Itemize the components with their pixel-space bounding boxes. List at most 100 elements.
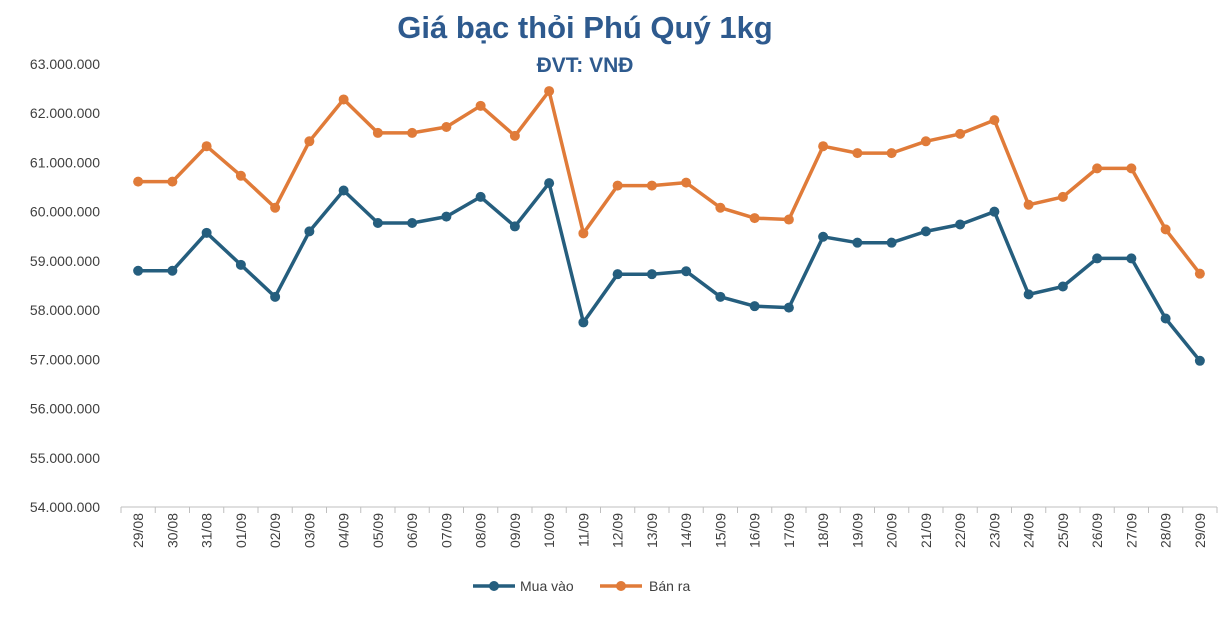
data-point — [955, 128, 966, 139]
data-point — [749, 301, 760, 312]
x-tick-label: 23/09 — [986, 513, 1002, 548]
x-tick-label: 22/09 — [952, 513, 968, 548]
y-tick-label: 58.000.000 — [30, 302, 100, 318]
chart-subtitle: ĐVT: VNĐ — [536, 54, 634, 77]
x-tick-label: 11/09 — [575, 513, 591, 547]
x-tick-label: 19/09 — [849, 513, 865, 548]
data-point — [783, 302, 794, 313]
data-point — [304, 226, 315, 237]
data-point — [372, 217, 383, 228]
data-point — [612, 180, 623, 191]
data-point — [578, 317, 589, 328]
data-point — [920, 226, 931, 237]
data-point — [1023, 289, 1034, 300]
x-tick-label: 29/08 — [130, 513, 146, 548]
y-tick-label: 56.000.000 — [30, 401, 100, 417]
legend-label: Bán ra — [649, 578, 690, 594]
data-point — [544, 178, 555, 189]
data-point — [1126, 253, 1137, 264]
y-tick-label: 61.000.000 — [30, 154, 100, 170]
data-point — [338, 94, 349, 105]
x-tick-label: 16/09 — [747, 513, 763, 548]
data-point — [989, 115, 1000, 126]
data-point — [167, 265, 178, 276]
y-tick-label: 60.000.000 — [30, 204, 100, 220]
x-tick-label: 14/09 — [678, 513, 694, 548]
data-point — [338, 185, 349, 196]
data-point — [715, 291, 726, 302]
data-point — [235, 170, 246, 181]
x-tick-label: 26/09 — [1089, 513, 1105, 548]
data-point — [133, 265, 144, 276]
x-tick-label: 01/09 — [233, 513, 249, 548]
x-tick-label: 12/09 — [610, 513, 626, 548]
data-point — [818, 231, 829, 242]
data-point — [955, 219, 966, 230]
data-point — [133, 176, 144, 187]
x-tick-label: 05/09 — [370, 513, 386, 548]
data-point — [270, 202, 281, 213]
data-point — [681, 177, 692, 188]
data-point — [201, 141, 212, 152]
data-point — [920, 136, 931, 147]
data-point — [235, 259, 246, 270]
y-tick-label: 63.000.000 — [30, 56, 100, 72]
x-tick-label: 09/09 — [507, 513, 523, 548]
x-tick-label: 30/08 — [164, 513, 180, 548]
chart-title: Giá bạc thỏi Phú Quý 1kg — [397, 10, 773, 45]
data-point — [1194, 355, 1205, 366]
x-tick-label: 31/08 — [199, 513, 215, 548]
x-tick-label: 28/09 — [1158, 513, 1174, 548]
data-point — [1126, 163, 1137, 174]
data-point — [407, 217, 418, 228]
x-tick-label: 21/09 — [918, 513, 934, 548]
data-point — [1023, 199, 1034, 210]
y-tick-label: 59.000.000 — [30, 253, 100, 269]
data-point — [1057, 281, 1068, 292]
legend-marker — [616, 581, 626, 591]
x-tick-label: 25/09 — [1055, 513, 1071, 548]
series-line — [138, 89, 1202, 275]
x-tick-label: 27/09 — [1123, 513, 1139, 548]
x-tick-label: 06/09 — [404, 513, 420, 548]
series-line — [138, 181, 1202, 362]
data-point — [681, 266, 692, 277]
data-point — [612, 269, 623, 280]
x-tick-label: 29/09 — [1192, 513, 1208, 548]
y-tick-label: 54.000.000 — [30, 499, 100, 515]
data-point — [749, 213, 760, 224]
data-point — [1160, 224, 1171, 235]
data-point — [201, 227, 212, 238]
data-point — [372, 127, 383, 138]
legend-label: Mua vào — [520, 578, 574, 594]
y-tick-label: 62.000.000 — [30, 105, 100, 121]
data-point — [852, 237, 863, 248]
data-point — [407, 127, 418, 138]
data-point — [441, 122, 452, 133]
x-tick-label: 02/09 — [267, 513, 283, 548]
x-tick-label: 15/09 — [712, 513, 728, 548]
y-tick-label: 57.000.000 — [30, 351, 100, 367]
data-point — [818, 141, 829, 152]
data-point — [509, 130, 520, 141]
data-point — [475, 100, 486, 111]
x-tick-label: 24/09 — [1021, 513, 1037, 548]
data-point — [1092, 163, 1103, 174]
x-tick-label: 17/09 — [781, 513, 797, 548]
data-point — [989, 206, 1000, 217]
data-point — [886, 148, 897, 159]
data-point — [1057, 191, 1068, 202]
data-point — [715, 202, 726, 213]
data-point — [270, 291, 281, 302]
x-tick-label: 03/09 — [301, 513, 317, 548]
data-point — [886, 237, 897, 248]
data-point — [1160, 313, 1171, 324]
data-point — [646, 269, 657, 280]
x-tick-label: 08/09 — [473, 513, 489, 548]
data-point — [1092, 253, 1103, 264]
data-point — [646, 180, 657, 191]
data-point — [475, 191, 486, 202]
x-tick-label: 20/09 — [884, 513, 900, 548]
